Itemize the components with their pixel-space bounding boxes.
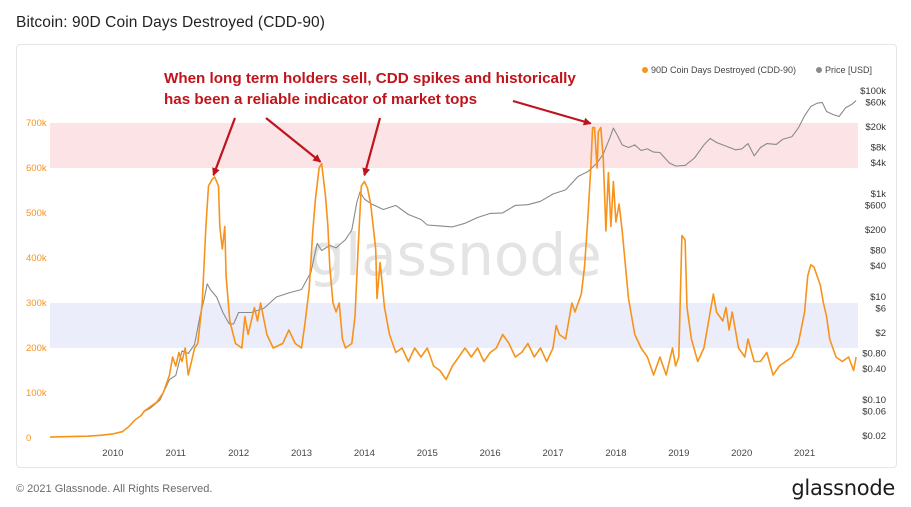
legend: 90D Coin Days Destroyed (CDD-90) Price [U…	[642, 65, 872, 75]
annotation-line-2: has been a reliable indicator of market …	[164, 91, 478, 108]
x-tick-label: 2012	[228, 448, 249, 459]
right-tick-label: $0.10	[862, 395, 886, 406]
right-tick-label: $40	[870, 261, 886, 272]
page-title: Bitcoin: 90D Coin Days Destroyed (CDD-90…	[16, 14, 326, 31]
cdd-series-line	[49, 126, 857, 438]
left-tick-label: 100k	[26, 388, 47, 399]
right-tick-label: $600	[865, 200, 886, 211]
left-tick-label: 700k	[26, 118, 47, 129]
left-tick-label: 400k	[26, 253, 47, 264]
annotation-arrow	[212, 117, 237, 177]
x-tick-label: 2017	[542, 448, 563, 459]
series-lines	[49, 100, 857, 438]
x-tick-label: 2021	[794, 448, 815, 459]
legend-label: 90D Coin Days Destroyed (CDD-90)	[651, 65, 796, 75]
right-tick-label: $200	[865, 225, 886, 236]
left-axis-ticks: 0 100k 200k 300k 400k 500k 600k 700k	[26, 118, 47, 444]
x-tick-label: 2013	[291, 448, 312, 459]
x-tick-label: 2016	[480, 448, 501, 459]
band-0	[50, 123, 858, 168]
x-tick-label: 2014	[354, 448, 375, 459]
annotation-line-1: When long term holders sell, CDD spikes …	[164, 70, 576, 87]
left-tick-label: 0	[26, 433, 31, 444]
annotation-arrows	[212, 99, 592, 177]
x-tick-label: 2020	[731, 448, 752, 459]
right-tick-label: $1k	[871, 189, 887, 200]
right-tick-label: $0.02	[862, 431, 886, 442]
x-axis-ticks: 2010 2011 2012 2013 2014 2015 2016 2017 2018 2019…	[102, 448, 815, 459]
right-tick-label: $4k	[871, 158, 887, 169]
right-tick-label: $100k	[860, 86, 886, 97]
x-tick-label: 2018	[605, 448, 626, 459]
chart-frame	[16, 44, 897, 468]
x-tick-label: 2015	[417, 448, 438, 459]
legend-marker	[816, 67, 822, 73]
legend-marker	[642, 67, 648, 73]
right-axis-ticks: $0.02 $0.06$0.10 $0.40 $0.80 $2 $6$10 $40 $80 $2…	[860, 86, 886, 442]
glassnode-logo[interactable]: glassnode	[791, 476, 895, 500]
annotation-arrow	[362, 117, 382, 177]
right-tick-label: $0.80	[862, 348, 886, 359]
left-tick-label: 200k	[26, 343, 47, 354]
left-tick-label: 600k	[26, 163, 47, 174]
right-tick-label: $80	[870, 245, 886, 256]
right-tick-label: $20k	[865, 122, 886, 133]
right-tick-label: $8k	[871, 142, 887, 153]
right-tick-label: $0.40	[862, 364, 886, 375]
x-tick-label: 2011	[166, 448, 186, 459]
watermark: glassnode	[308, 221, 602, 289]
right-tick-label: $2	[875, 328, 886, 339]
right-tick-label: $60k	[865, 97, 886, 108]
annotation-arrow	[265, 117, 322, 163]
right-tick-label: $10	[870, 292, 886, 303]
x-tick-label: 2010	[102, 448, 123, 459]
legend-label: Price [USD]	[825, 65, 872, 75]
annotation-arrow	[512, 99, 592, 126]
annotation-text: When long term holders sell, CDD spikes …	[164, 68, 604, 110]
right-tick-label: $6	[875, 303, 886, 314]
band-1	[50, 303, 858, 348]
x-tick-label: 2019	[668, 448, 689, 459]
price-series-line	[144, 100, 857, 412]
copyright: © 2021 Glassnode. All Rights Reserved.	[16, 483, 213, 495]
left-tick-label: 300k	[26, 298, 47, 309]
left-tick-label: 500k	[26, 208, 47, 219]
right-tick-label: $0.06	[862, 406, 886, 417]
